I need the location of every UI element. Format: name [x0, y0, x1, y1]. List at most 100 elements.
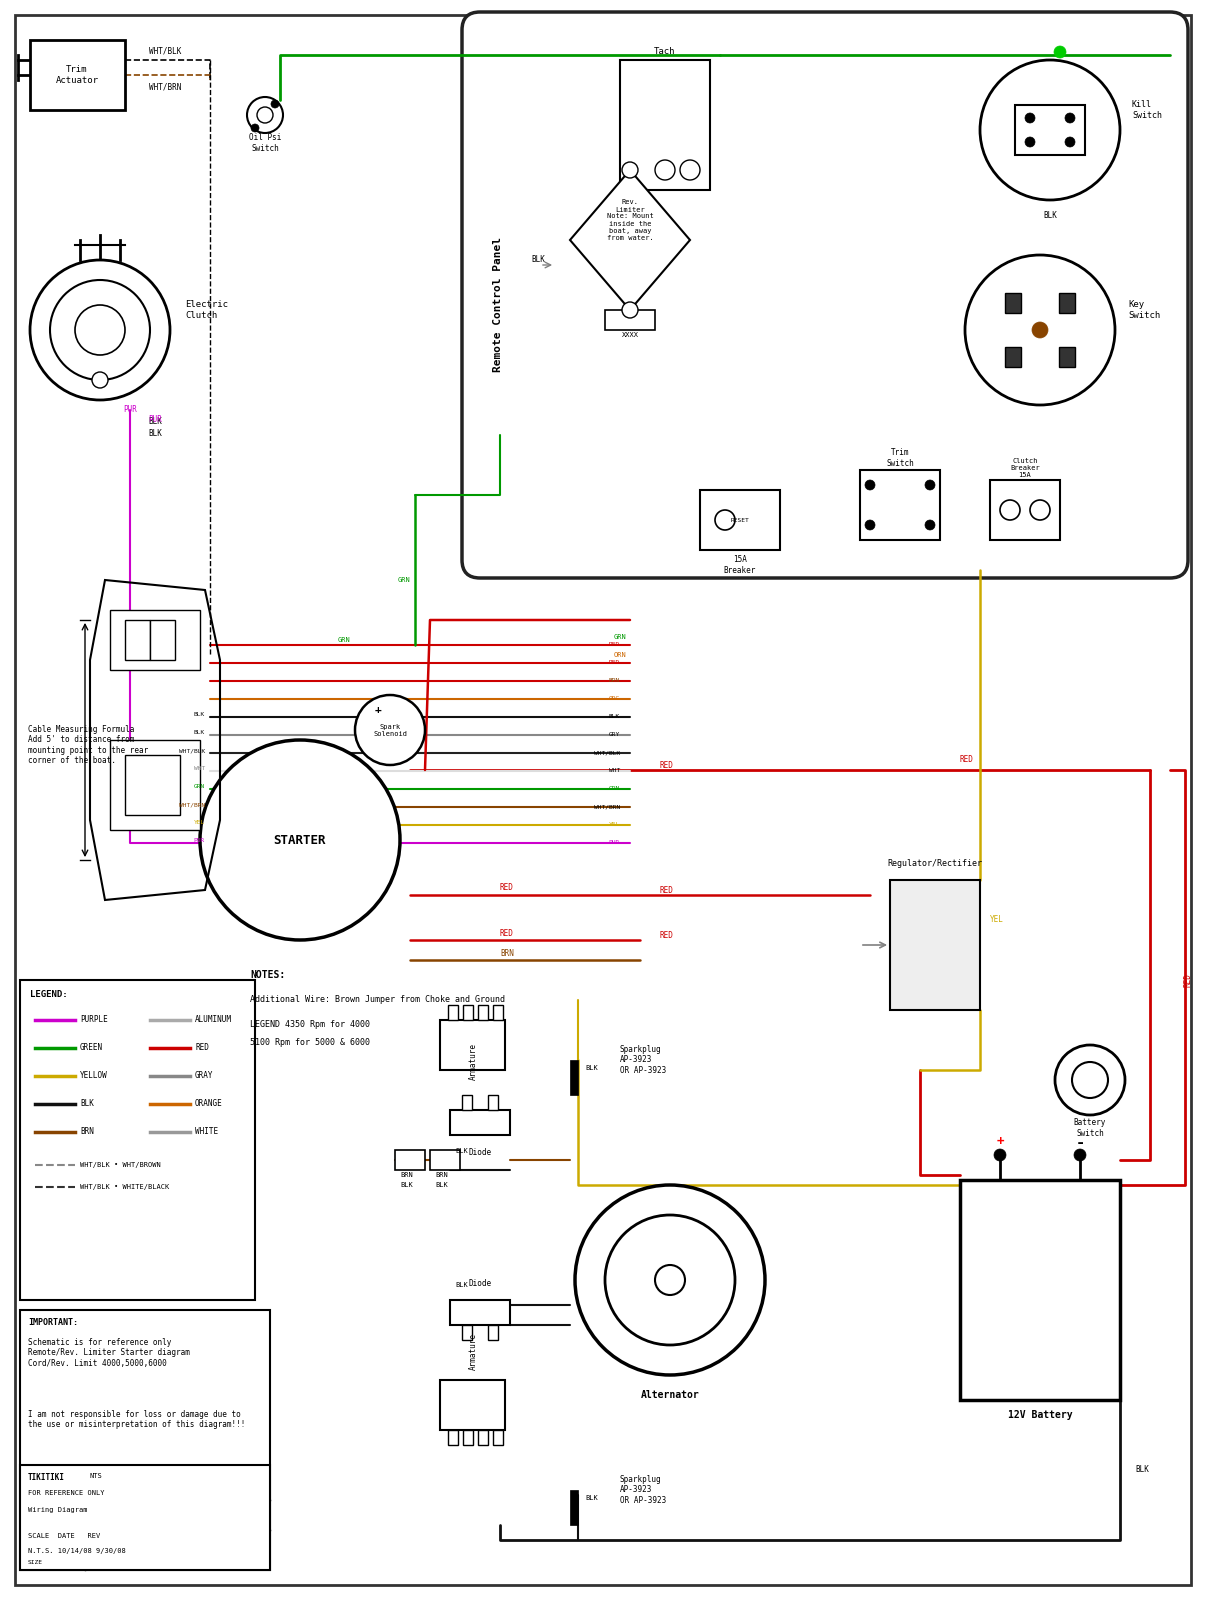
Text: NTS: NTS: [90, 1474, 103, 1478]
Text: RED: RED: [660, 762, 674, 770]
Bar: [450, 1110, 510, 1134]
Circle shape: [865, 480, 876, 490]
Bar: [463, 1005, 473, 1021]
Text: 5100 Rpm for 5000 & 6000: 5100 Rpm for 5000 & 6000: [250, 1038, 370, 1046]
Text: BLK: BLK: [1135, 1466, 1149, 1475]
Text: BLK: BLK: [455, 1149, 468, 1154]
FancyBboxPatch shape: [462, 11, 1188, 578]
Text: BRN: BRN: [80, 1128, 94, 1136]
Text: BRN: BRN: [400, 1171, 412, 1178]
Circle shape: [1000, 499, 1020, 520]
Text: RED: RED: [660, 931, 674, 939]
Text: Rev.
Limiter
Note: Mount
inside the
boat, away
from water.: Rev. Limiter Note: Mount inside the boat…: [607, 200, 654, 240]
Text: Trim
Actuator: Trim Actuator: [55, 66, 99, 85]
Circle shape: [680, 160, 699, 179]
Text: YEL: YEL: [609, 822, 620, 827]
Text: LEGEND 4350 Rpm for 4000: LEGEND 4350 Rpm for 4000: [250, 1021, 370, 1029]
Text: Sparkplug
AP-3923
OR AP-3923: Sparkplug AP-3923 OR AP-3923: [620, 1045, 666, 1075]
Circle shape: [965, 254, 1116, 405]
Text: GRAY: GRAY: [195, 1072, 213, 1080]
Bar: [605, 310, 655, 330]
Text: PUR: PUR: [148, 416, 162, 424]
Circle shape: [355, 694, 425, 765]
Text: GRN: GRN: [397, 578, 410, 582]
Text: Clutch
Breaker
15A: Clutch Breaker 15A: [1011, 458, 1040, 478]
Bar: [570, 1490, 578, 1525]
Text: ORANGE: ORANGE: [195, 1099, 223, 1109]
Bar: [478, 1430, 488, 1445]
Circle shape: [1025, 114, 1035, 123]
Text: BLK: BLK: [585, 1494, 598, 1501]
Text: YEL: YEL: [194, 821, 205, 826]
Circle shape: [1030, 499, 1050, 520]
Text: NOTES:: NOTES:: [250, 970, 286, 979]
Text: Diode: Diode: [468, 1278, 492, 1288]
Circle shape: [92, 371, 109, 387]
Bar: [21, 1310, 270, 1570]
Text: IMPORTANT:: IMPORTANT:: [28, 1318, 78, 1326]
Bar: [110, 610, 200, 670]
Circle shape: [575, 1186, 765, 1374]
Text: Additional Wire: Brown Jumper from Choke and Ground: Additional Wire: Brown Jumper from Choke…: [250, 995, 505, 1005]
Text: Oil Psi
Switch: Oil Psi Switch: [248, 133, 281, 152]
Text: STARTER: STARTER: [274, 834, 327, 846]
Text: BLK: BLK: [148, 429, 162, 437]
Circle shape: [994, 1149, 1006, 1162]
Text: Cable Measuring Formula
Add 5' to distance from
mounting point to the rear
corne: Cable Measuring Formula Add 5' to distan…: [28, 725, 148, 765]
Text: WHT: WHT: [194, 766, 205, 771]
Text: RED: RED: [500, 928, 514, 938]
Text: I am not responsible for loss or damage due to
the use or misinterpretation of t: I am not responsible for loss or damage …: [28, 1410, 245, 1429]
Text: BRN: BRN: [500, 949, 514, 957]
Text: Wiring Diagram: Wiring Diagram: [28, 1507, 88, 1514]
Bar: [462, 1094, 472, 1110]
Bar: [699, 490, 780, 550]
Text: SCALE  DATE   REV: SCALE DATE REV: [28, 1533, 100, 1539]
Text: BLK: BLK: [194, 731, 205, 736]
Text: Electric
Clutch: Electric Clutch: [185, 301, 228, 320]
Circle shape: [1072, 1062, 1108, 1098]
Text: RED: RED: [660, 886, 674, 894]
Bar: [450, 1299, 510, 1325]
Text: +: +: [375, 706, 381, 715]
Text: BLK: BLK: [609, 715, 620, 720]
Bar: [110, 739, 200, 830]
Circle shape: [865, 520, 876, 530]
Bar: [1059, 293, 1075, 314]
Text: RED: RED: [609, 661, 620, 666]
Text: Alternator: Alternator: [640, 1390, 699, 1400]
Bar: [1005, 293, 1021, 314]
Text: Key
Switch: Key Switch: [1128, 301, 1160, 320]
Text: ORG: ORG: [609, 696, 620, 701]
Bar: [30, 40, 125, 110]
Circle shape: [49, 280, 150, 379]
Circle shape: [30, 259, 170, 400]
Text: FOR REFERENCE ONLY: FOR REFERENCE ONLY: [28, 1490, 105, 1496]
Text: RED: RED: [195, 1043, 209, 1053]
Text: GRN: GRN: [194, 784, 205, 789]
Text: Remote Control Panel: Remote Control Panel: [493, 237, 503, 373]
Text: RED: RED: [609, 643, 620, 648]
Text: -: -: [1076, 1134, 1084, 1149]
Text: YELLOW: YELLOW: [80, 1072, 107, 1080]
Text: 12V Battery: 12V Battery: [1008, 1410, 1072, 1421]
Text: WHT/BLK • WHT/BROWN: WHT/BLK • WHT/BROWN: [80, 1162, 160, 1168]
Text: LEGEND:: LEGEND:: [30, 990, 68, 998]
Text: PUR: PUR: [609, 840, 620, 845]
Text: WHT: WHT: [609, 768, 620, 773]
Text: RED: RED: [1183, 973, 1193, 987]
Circle shape: [251, 125, 259, 133]
Text: Diode: Diode: [468, 1149, 492, 1157]
Text: RESET: RESET: [731, 517, 749, 523]
Circle shape: [257, 107, 273, 123]
Bar: [447, 1430, 458, 1445]
Bar: [440, 1379, 505, 1430]
Circle shape: [1054, 46, 1066, 58]
Bar: [125, 619, 150, 659]
Text: SIZE: SIZE: [28, 1560, 43, 1565]
Bar: [1005, 347, 1021, 366]
Text: BRN: BRN: [609, 678, 620, 683]
Text: GRN: GRN: [609, 787, 620, 792]
Circle shape: [247, 98, 283, 133]
Text: 15A
Breaker: 15A Breaker: [724, 555, 756, 574]
Circle shape: [655, 160, 675, 179]
